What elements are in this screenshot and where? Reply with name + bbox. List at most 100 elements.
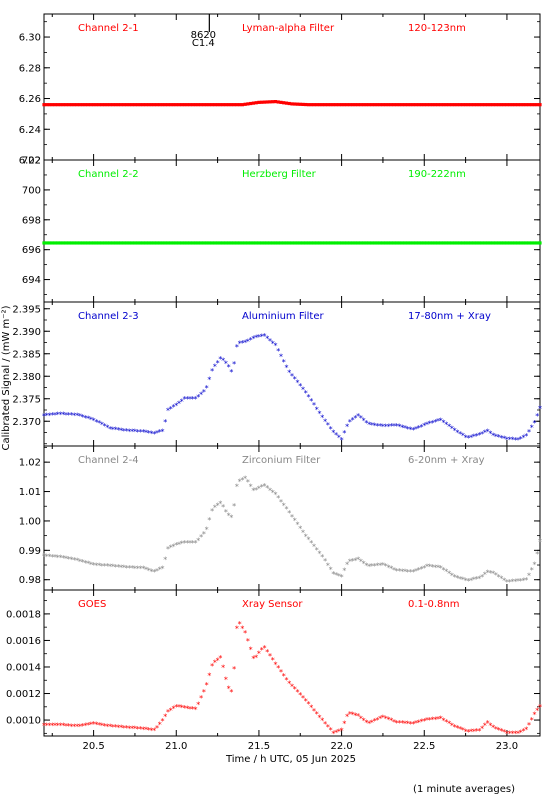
data-point: * (488, 569, 492, 578)
data-point (397, 241, 402, 245)
data-point (130, 241, 134, 245)
data-point: * (172, 403, 176, 412)
data-point (100, 103, 104, 107)
data-point (227, 103, 231, 107)
data-point: * (67, 555, 71, 564)
data-point: * (227, 512, 231, 521)
data-point: * (329, 566, 333, 575)
data-point: * (348, 558, 352, 567)
data-point: * (116, 426, 120, 435)
data-point (229, 103, 233, 107)
data-point: * (400, 719, 404, 728)
data-point (227, 241, 231, 245)
data-point: * (516, 577, 520, 586)
data-point: * (75, 411, 79, 420)
data-point: * (505, 578, 509, 587)
data-point: * (78, 412, 82, 421)
data-point (243, 241, 247, 245)
data-point: * (218, 355, 222, 364)
data-point (103, 241, 107, 245)
data-point (386, 241, 391, 245)
data-point: * (453, 723, 457, 732)
data-point (400, 103, 404, 107)
data-point (144, 241, 148, 245)
y-tick-label: 2.395 (12, 304, 41, 315)
panel-frame (43, 589, 541, 737)
data-point: * (254, 334, 258, 343)
data-point: * (61, 722, 65, 731)
data-point (381, 241, 385, 245)
data-point: * (307, 393, 311, 402)
data-point (395, 241, 399, 245)
data-point (127, 241, 132, 245)
data-point (177, 241, 181, 245)
data-point: * (309, 539, 313, 548)
data-point: * (510, 578, 514, 587)
data-point (359, 103, 363, 107)
data-point: * (442, 566, 446, 575)
data-point: * (238, 339, 242, 348)
data-point (282, 241, 286, 245)
data-point (114, 241, 118, 245)
data-point: * (408, 720, 412, 729)
data-point: * (455, 724, 459, 733)
data-point (210, 103, 214, 107)
data-point: * (420, 423, 424, 432)
data-point (524, 103, 528, 107)
data-point: * (342, 429, 346, 438)
data-point: * (403, 719, 407, 728)
data-point (309, 241, 313, 245)
data-point: * (260, 332, 264, 341)
data-point: * (116, 563, 120, 572)
data-point: * (61, 411, 65, 420)
data-point: * (273, 490, 277, 499)
data-point: * (160, 717, 164, 726)
data-point: * (185, 539, 189, 548)
data-point: * (89, 416, 93, 425)
y-tick-label: 0.0016 (6, 636, 41, 647)
data-point: * (205, 384, 209, 393)
panel-4: 0.98 0.99 1.00 1.01 1.02 Channel 2-4 Zirconium… (19, 445, 542, 591)
data-point (455, 241, 459, 245)
data-point: * (194, 705, 198, 714)
data-point: * (122, 724, 126, 733)
data-point: * (260, 646, 264, 655)
data-point: * (185, 395, 189, 404)
data-point: * (163, 555, 167, 564)
data-point (199, 103, 203, 107)
data-point: * (50, 411, 54, 420)
data-point: * (235, 343, 239, 352)
flare-marker: 8620 C1.4 (191, 14, 216, 49)
data-point: * (119, 426, 123, 435)
data-point: * (191, 705, 195, 714)
data-point: * (444, 568, 448, 577)
data-point: * (348, 418, 352, 427)
panel-filter-name: Herzberg Filter (242, 169, 317, 180)
data-point (304, 102, 308, 107)
data-point: * (53, 411, 57, 420)
data-point (301, 102, 305, 107)
data-point: * (205, 681, 209, 690)
panel-frame (43, 13, 541, 161)
data-point: * (386, 716, 390, 725)
data-point: * (89, 560, 93, 569)
data-point: * (516, 436, 520, 445)
data-point (356, 241, 360, 245)
data-point: * (155, 429, 159, 438)
data-point (69, 103, 74, 107)
y-tick-label: 6.26 (19, 94, 41, 105)
data-point: * (524, 432, 528, 441)
data-point: * (119, 563, 123, 572)
data-point (425, 103, 429, 107)
y-tick-label: 2.390 (12, 327, 41, 338)
data-point (191, 241, 195, 245)
data-point: * (59, 721, 63, 730)
y-tick-label: 2.380 (12, 372, 41, 383)
data-point: * (136, 564, 140, 573)
data-point (279, 100, 283, 104)
data-point (483, 241, 487, 245)
data-point: * (304, 389, 308, 398)
data-point: * (486, 719, 490, 728)
data-point (271, 100, 275, 104)
data-point: * (367, 562, 371, 571)
